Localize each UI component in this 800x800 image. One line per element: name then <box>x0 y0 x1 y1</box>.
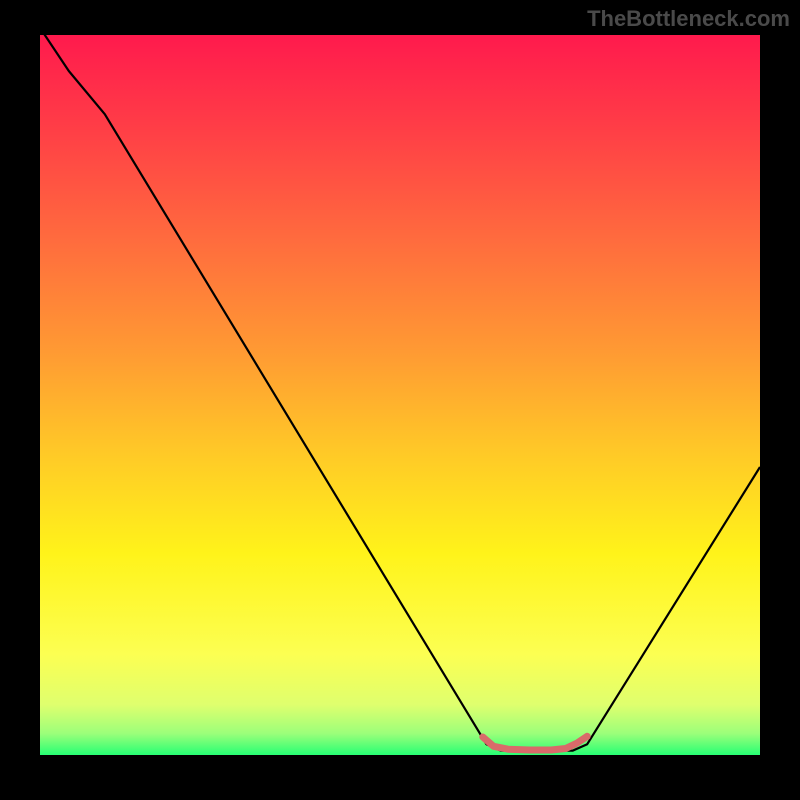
watermark-text: TheBottleneck.com <box>587 6 790 32</box>
chart-svg <box>40 35 760 755</box>
bottleneck-chart <box>40 35 760 755</box>
gradient-background <box>40 35 760 755</box>
